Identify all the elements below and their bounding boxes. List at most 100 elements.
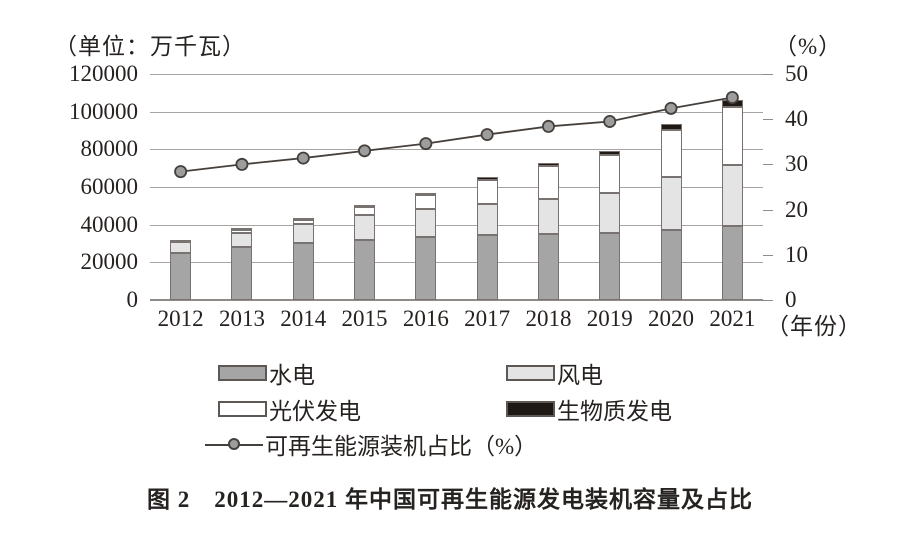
- x-axis-label-2018: 2018: [525, 306, 572, 331]
- gridline: [150, 262, 763, 264]
- line-marker-2017: [480, 128, 494, 142]
- bar-segment-风电: [170, 241, 192, 254]
- bar-segment-光伏发电: [415, 194, 437, 210]
- right-axis-tick: [763, 254, 773, 256]
- bar-segment-生物质发电: [170, 239, 192, 242]
- gridline: [150, 187, 763, 188]
- right-axis-tick-label: 40: [785, 106, 808, 132]
- bar-segment-水电: [537, 233, 559, 300]
- bar-segment-光伏发电: [721, 106, 743, 165]
- gridline: [150, 74, 763, 75]
- bar-segment-光伏发电: [660, 129, 682, 178]
- left-axis-tick-label: 0: [126, 287, 139, 312]
- bar-segment-生物质发电: [660, 123, 682, 130]
- legend-swatch-icon: [218, 401, 267, 417]
- legend-swatch-icon: [506, 365, 555, 381]
- percentage-line: [180, 96, 733, 173]
- x-axis-label-2014: 2014: [280, 306, 327, 331]
- bar-segment-水电: [599, 232, 621, 300]
- gridline: [150, 224, 763, 226]
- bar-segment-风电: [660, 177, 682, 231]
- line-marker-2019: [603, 114, 617, 128]
- legend-item-可再生能源装机占比（%）: 可再生能源装机占比（%）: [205, 427, 537, 461]
- right-axis-tick-label: 0: [785, 287, 797, 312]
- legend-item-风电: 风电: [506, 356, 603, 390]
- bar-segment-生物质发电: [721, 99, 743, 107]
- bar-segment-生物质发电: [537, 162, 559, 167]
- bar-segment-生物质发电: [476, 177, 498, 180]
- legend-item-生物质发电: 生物质发电: [506, 392, 672, 426]
- legend-item-水电: 水电: [218, 356, 315, 390]
- x-axis-label-2012: 2012: [157, 306, 204, 331]
- bar-segment-光伏发电: [537, 166, 559, 199]
- bar-segment-风电: [415, 209, 437, 238]
- bar-segment-水电: [476, 235, 498, 300]
- legend-swatch-icon: [506, 401, 555, 417]
- bar-segment-光伏发电: [292, 219, 314, 225]
- x-axis-label-2020: 2020: [648, 306, 695, 331]
- bar-segment-水电: [231, 247, 253, 300]
- figure-caption: 图 2 2012—2021 年中国可再生能源发电装机容量及占比: [147, 487, 753, 512]
- line-marker-2018: [541, 119, 555, 133]
- right-axis-tick: [763, 209, 773, 211]
- x-axis-label-2016: 2016: [402, 306, 449, 331]
- right-axis-tick-label: 50: [785, 61, 808, 86]
- x-axis-label-2015: 2015: [341, 306, 388, 331]
- bar-segment-水电: [721, 226, 743, 300]
- bar-segment-生物质发电: [354, 205, 376, 208]
- bar-segment-光伏发电: [476, 179, 498, 205]
- bar-segment-风电: [231, 232, 253, 248]
- bar-segment-水电: [170, 253, 192, 300]
- right-axis-tick: [763, 74, 773, 75]
- line-marker-2016: [419, 137, 433, 151]
- bar-segment-光伏发电: [354, 207, 376, 216]
- bar-segment-生物质发电: [599, 150, 621, 155]
- left-axis-tick-label: 100000: [69, 98, 138, 124]
- left-axis-tick-label: 40000: [80, 211, 139, 237]
- bar-segment-水电: [415, 237, 437, 300]
- x-axis-unit-label: （年份）: [766, 314, 862, 339]
- legend-label: 风电: [557, 363, 603, 388]
- right-axis-tick: [763, 164, 773, 166]
- bar-segment-生物质发电: [415, 192, 437, 195]
- legend-label: 光伏发电: [269, 399, 361, 424]
- line-marker-2013: [235, 157, 249, 171]
- bar-segment-光伏发电: [599, 154, 621, 194]
- x-axis-label-2013: 2013: [218, 306, 265, 331]
- left-axis-tick-label: 20000: [80, 249, 139, 275]
- bar-segment-水电: [292, 242, 314, 300]
- legend-line-marker-icon: [205, 438, 263, 451]
- right-axis-tick-label: 10: [785, 241, 808, 267]
- right-axis-tick-label: 20: [785, 196, 808, 222]
- legend-label: 生物质发电: [557, 399, 672, 424]
- legend-item-光伏发电: 光伏发电: [218, 392, 361, 426]
- gridline: [150, 111, 763, 113]
- bar-segment-水电: [354, 239, 376, 300]
- x-axis-baseline: [150, 299, 763, 301]
- bar-segment-风电: [292, 224, 314, 243]
- left-axis-tick-label: 120000: [69, 61, 138, 86]
- legend-label: 可再生能源装机占比（%）: [265, 434, 538, 459]
- right-axis-tick: [763, 119, 773, 121]
- right-axis-tick: [763, 300, 773, 301]
- bar-segment-水电: [660, 230, 682, 300]
- left-axis-unit-label: （单位：万千瓦）: [54, 34, 246, 59]
- bar-segment-风电: [354, 215, 376, 240]
- left-axis-tick-label: 80000: [80, 136, 139, 162]
- line-marker-2014: [296, 151, 310, 165]
- bar-segment-生物质发电: [231, 228, 253, 231]
- bar-segment-风电: [599, 193, 621, 233]
- line-marker-2012: [174, 165, 188, 179]
- bar-segment-风电: [476, 204, 498, 236]
- left-axis-tick-label: 60000: [80, 174, 139, 199]
- x-axis-label-2019: 2019: [586, 306, 633, 331]
- line-marker-2015: [358, 144, 372, 158]
- legend-label: 水电: [269, 363, 315, 388]
- bar-segment-风电: [537, 198, 559, 234]
- legend-swatch-icon: [218, 365, 267, 381]
- bar-segment-风电: [721, 164, 743, 227]
- bar-segment-生物质发电: [292, 217, 314, 220]
- x-axis-label-2017: 2017: [464, 306, 511, 331]
